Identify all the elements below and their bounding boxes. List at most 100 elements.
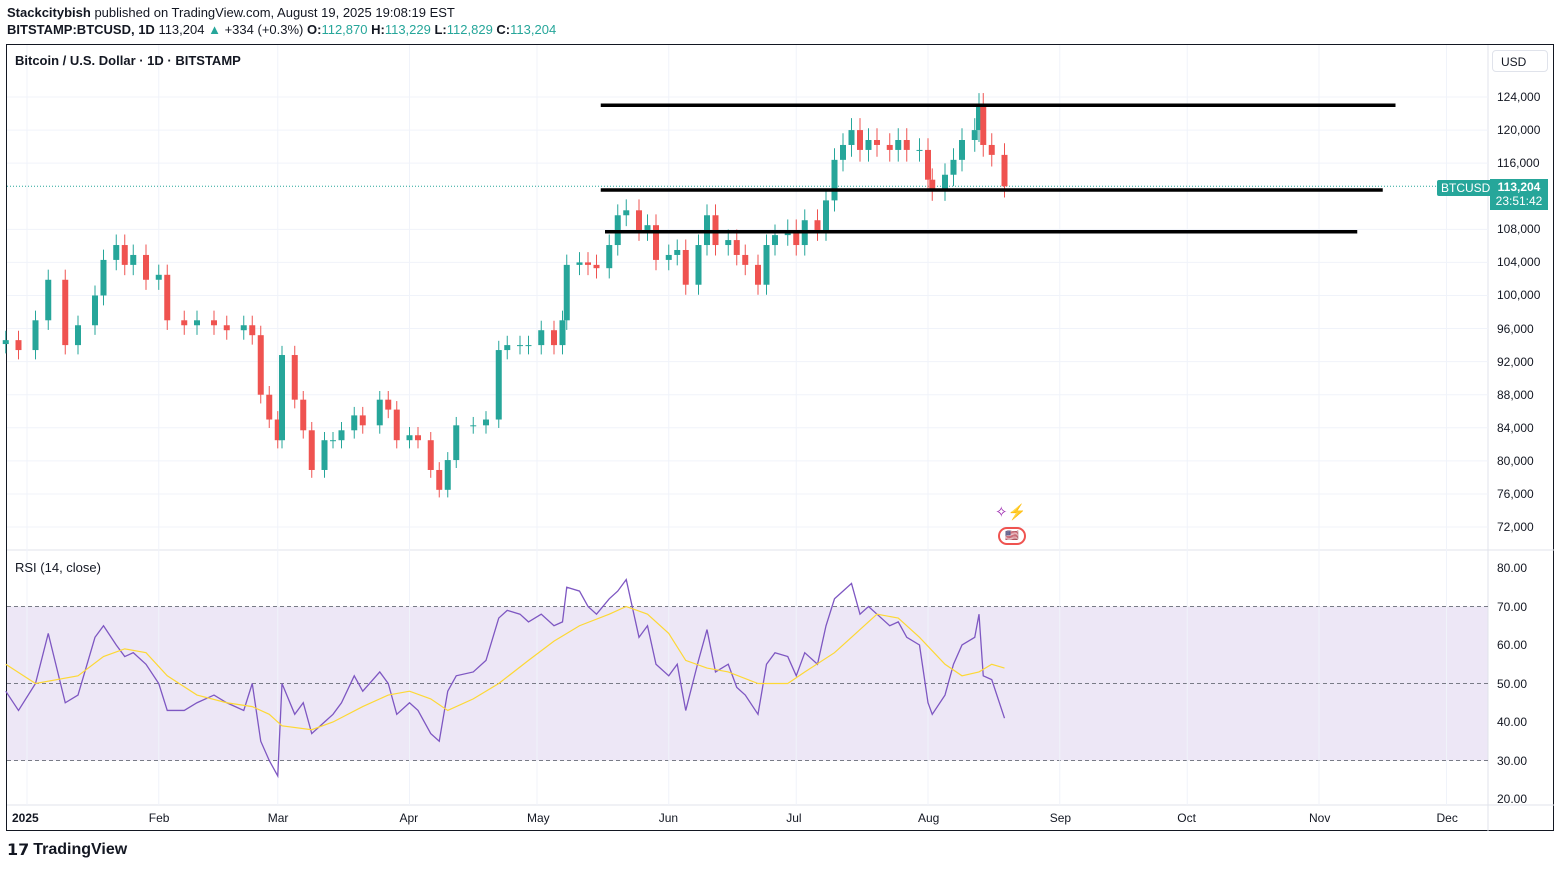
time-tick-label: Mar [267,811,289,825]
candle-body [793,230,800,246]
candle-body [903,140,910,150]
candle-body [385,399,392,410]
open-label: O: [307,22,322,37]
time-tick-label: Apr [399,811,419,825]
lightning-event-icon[interactable]: ✧⚡ [995,504,1027,521]
candle-body [559,320,566,346]
candle-body [742,254,749,265]
candle-body [916,149,923,151]
candle-body [155,274,162,280]
candle-body [857,130,863,150]
currency-button[interactable]: USD [1492,50,1548,72]
candle-body [772,235,778,246]
candle-body [376,399,383,426]
price-tick-label: 96,000 [1497,321,1534,336]
candle-body [925,149,931,180]
rsi-tick-label: 70.00 [1497,599,1528,614]
candle-body [674,249,681,255]
publish-text: published on TradingView.com, August 19,… [94,5,455,20]
candle-body [62,279,69,346]
candle-body [848,130,855,145]
candle-body [308,430,315,470]
candle-body [823,200,829,231]
candle-body [576,262,583,265]
candle-body [814,220,821,231]
candle-body [950,159,957,175]
price-tick-label: 84,000 [1497,420,1534,435]
time-tick-label: 2025 [12,811,39,825]
author-name[interactable]: Stackcitybish [7,5,91,20]
candle-body [976,105,982,131]
candle-body [495,350,502,420]
time-tick-label: May [527,811,550,825]
rsi-tick-label: 50.00 [1497,676,1528,691]
candle-body [291,355,298,400]
price-tick-label: 92,000 [1497,354,1534,369]
candle-body [436,469,443,490]
candle-body [351,415,358,431]
candle-body [980,105,987,145]
candle-body [300,399,307,431]
candle-body [75,325,81,346]
price-tick-label: 104,000 [1497,255,1541,270]
last-price-badge: 113,204 23:51:42 [1490,179,1548,210]
high-label: H: [371,22,385,37]
candle-body [113,245,120,260]
candle-body [636,210,642,231]
candle-body [393,409,400,441]
rsi-title: RSI (14, close) [15,560,101,575]
close-label: C: [496,22,511,37]
us-flag-event-icon[interactable]: 🇺🇸 [998,527,1026,545]
rsi-tick-label: 30.00 [1497,753,1528,768]
candle-body [695,245,702,285]
rsi-tick-label: 20.00 [1497,792,1528,806]
candle-body [886,144,893,150]
candle-body [929,179,936,190]
candle-body [644,225,651,231]
high-value: 113,229 [384,22,431,37]
candle-body [585,262,591,265]
rsi-band [7,606,1488,761]
rsi-tick-label: 60.00 [1497,638,1528,652]
candle-body [606,245,613,269]
open-value: 112,870 [321,22,368,37]
candle-body [453,425,460,461]
candle-body [274,419,281,441]
candle-body [444,460,451,490]
candle-body [682,249,689,285]
ohlc-legend: BITSTAMP:BTCUSD, 1D 113,204 ▲ +334 (+0.3… [7,22,556,37]
candle-body [181,320,188,326]
time-tick-label: Dec [1436,811,1458,825]
candle-body [2,340,9,345]
candle-body [164,274,171,321]
price-tick-label: 116,000 [1497,156,1540,171]
price-tick-label: 100,000 [1497,288,1541,303]
candle-body [266,394,273,420]
time-tick-label: Jul [786,811,802,825]
candle-body [733,240,740,255]
candle-body [32,320,39,351]
candle-body [623,210,630,216]
price-tick-label: 120,000 [1497,123,1541,138]
pane-title: Bitcoin / U.S. Dollar · 1D · BITSTAMP [15,53,241,68]
candle-body [92,295,98,326]
candle-body [874,140,880,145]
up-arrow-icon: ▲ [208,22,221,37]
candle-body [406,435,413,441]
candle-body [121,245,128,265]
candle-body [240,325,247,331]
candle-body [45,279,52,321]
candle-body [538,330,545,346]
candle-body [143,254,149,280]
symbol-label: BITSTAMP:BTCUSD, 1D [7,22,155,37]
tradingview-logo[interactable]: 𝟭𝟳 TradingView [7,840,127,860]
candle-body [942,174,948,190]
candle-body [359,415,366,426]
candle-body [653,225,659,260]
candle-body [725,240,732,246]
time-tick-label: Feb [148,811,170,825]
candle-body [665,254,672,260]
rsi-tick-label: 40.00 [1497,715,1528,729]
candle-body [563,264,570,321]
